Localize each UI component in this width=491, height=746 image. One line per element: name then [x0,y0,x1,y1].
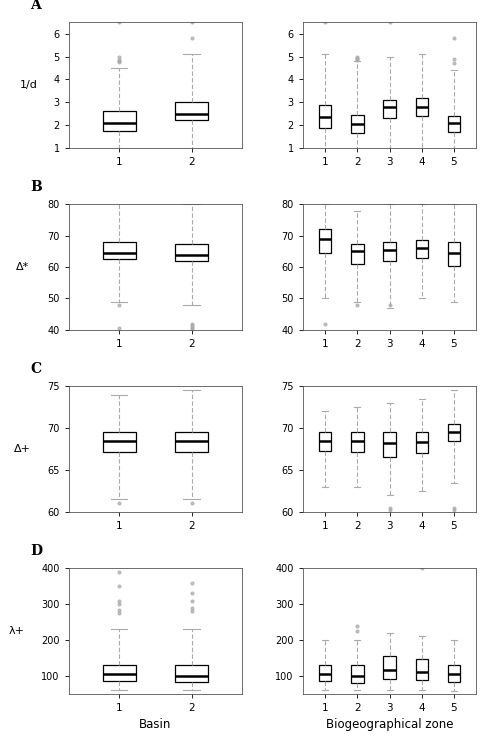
PathPatch shape [415,659,428,680]
PathPatch shape [415,433,428,454]
PathPatch shape [415,240,428,257]
PathPatch shape [103,433,136,451]
X-axis label: Biogeographical zone: Biogeographical zone [326,718,453,731]
PathPatch shape [448,424,460,441]
PathPatch shape [175,665,208,683]
PathPatch shape [383,433,396,457]
Y-axis label: Δ*: Δ* [16,262,29,272]
X-axis label: Basin: Basin [139,718,172,731]
PathPatch shape [448,116,460,132]
PathPatch shape [319,104,331,128]
PathPatch shape [319,230,331,253]
Text: D: D [30,545,43,558]
PathPatch shape [448,242,460,266]
PathPatch shape [103,242,136,260]
Y-axis label: Δ+: Δ+ [14,444,31,454]
PathPatch shape [383,242,396,261]
Y-axis label: 1/d: 1/d [20,80,37,90]
PathPatch shape [352,115,363,133]
Text: A: A [30,0,41,13]
Text: B: B [30,181,42,194]
PathPatch shape [448,665,460,683]
PathPatch shape [383,656,396,680]
PathPatch shape [103,111,136,131]
Y-axis label: λ+: λ+ [8,626,24,636]
PathPatch shape [352,433,363,451]
PathPatch shape [415,98,428,116]
PathPatch shape [319,433,331,451]
PathPatch shape [175,433,208,451]
PathPatch shape [352,243,363,264]
PathPatch shape [175,102,208,121]
PathPatch shape [319,665,331,681]
PathPatch shape [175,243,208,261]
Text: C: C [30,363,42,376]
PathPatch shape [103,665,136,681]
PathPatch shape [383,100,396,118]
PathPatch shape [352,665,363,683]
